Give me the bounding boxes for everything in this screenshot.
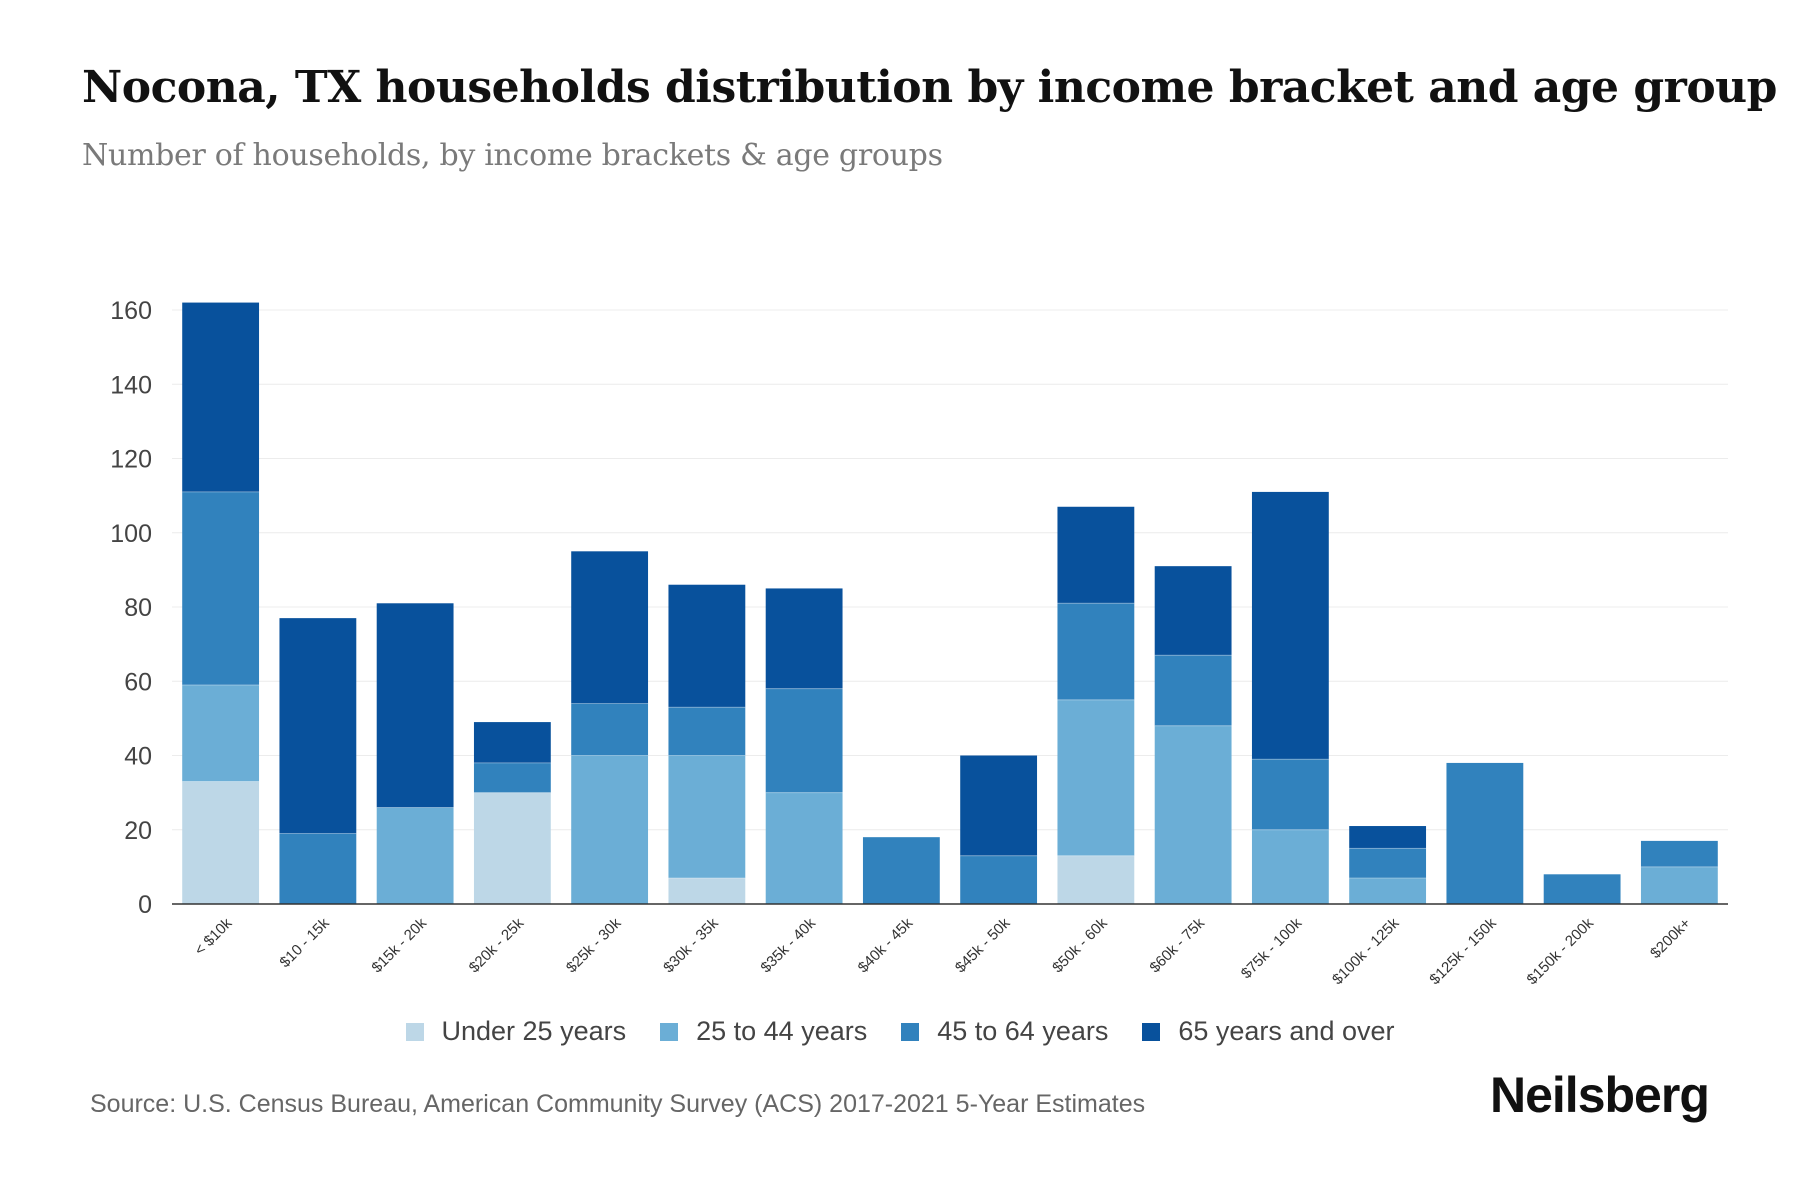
bar-segment: [1543, 874, 1621, 904]
bar-segment: [1154, 655, 1232, 726]
bar-segment: [571, 551, 649, 704]
x-tick-label: $100k - 125k: [1329, 914, 1403, 988]
bar-segment: [668, 707, 746, 756]
legend-label: 65 years and over: [1178, 1016, 1395, 1046]
brand-logo: Neilsberg: [1490, 1067, 1710, 1123]
bar-segment: [765, 588, 843, 689]
y-tick-label: 120: [110, 446, 152, 474]
y-tick-label: 80: [124, 594, 152, 622]
bar-segment: [1057, 603, 1135, 700]
y-axis-ticks: 0 20 40 60 80 100 120 140 160: [110, 297, 152, 919]
bar-segment: [1640, 840, 1718, 867]
y-tick-label: 140: [110, 371, 152, 399]
x-tick-label: $15k - 20k: [368, 914, 430, 976]
legend-item-45-64: 45 to 64 years: [901, 1016, 1108, 1047]
bar-segment: [1251, 829, 1329, 904]
bar-segment: [279, 618, 357, 834]
y-tick-label: 20: [124, 817, 152, 845]
x-tick-label: $35k - 40k: [757, 914, 819, 976]
y-tick-label: 0: [138, 891, 152, 919]
y-tick-label: 100: [110, 520, 152, 548]
grid-lines: [172, 309, 1728, 831]
bar-segment: [182, 302, 260, 492]
bar-segment: [1057, 855, 1135, 904]
legend-label: Under 25 years: [441, 1016, 627, 1046]
bar-segment: [862, 837, 940, 904]
bar-segment: [765, 792, 843, 904]
y-tick-label: 40: [124, 743, 152, 771]
x-tick-label: $125k - 150k: [1426, 914, 1500, 988]
bar-segment: [376, 807, 454, 904]
y-tick-label: 60: [124, 668, 152, 696]
bar-segment: [1057, 699, 1135, 856]
x-tick-label: $20k - 25k: [466, 914, 528, 976]
chart-title: Nocona, TX households distribution by in…: [82, 62, 1777, 113]
x-tick-label: $75k - 100k: [1238, 914, 1306, 982]
bar-segment: [1349, 878, 1427, 904]
bar-segment: [182, 684, 260, 782]
bar-segment: [960, 855, 1038, 904]
bar-segment: [668, 584, 746, 708]
chart-subtitle: Number of households, by income brackets…: [82, 138, 943, 173]
bar-segment: [473, 792, 551, 904]
bar-segment: [473, 722, 551, 763]
bar-segment: [571, 755, 649, 904]
legend: Under 25 years 25 to 44 years 45 to 64 y…: [0, 1016, 1800, 1047]
x-tick-label: $150k - 200k: [1524, 914, 1598, 988]
bar-segment: [1251, 491, 1329, 760]
bar-segment: [279, 833, 357, 904]
x-tick-label: $60k - 75k: [1146, 914, 1208, 976]
legend-swatch: [1142, 1022, 1161, 1041]
x-tick-label: $40k - 45k: [855, 914, 917, 976]
bar-segment: [473, 762, 551, 793]
bar-segment: [1349, 826, 1427, 849]
bar-segment: [1154, 566, 1232, 656]
legend-item-25-44: 25 to 44 years: [660, 1016, 867, 1047]
bar-segment: [376, 603, 454, 808]
bar-segment: [668, 755, 746, 879]
legend-swatch: [901, 1022, 920, 1041]
x-axis-ticks: < $10k $10 - 15k $15k - 20k $20k - 25k $25k …: [191, 914, 1694, 988]
bar-segment: [1640, 866, 1718, 904]
bar-segment: [1349, 848, 1427, 879]
stacked-bar-chart: 0 20 40 60 80 100 120 140 160 < $10k $10 - 15k $15…: [110, 297, 1728, 988]
bar-segment: [1446, 762, 1524, 904]
source-note: Source: U.S. Census Bureau, American Com…: [90, 1090, 1146, 1118]
bar-segment: [668, 878, 746, 904]
legend-item-under-25: Under 25 years: [405, 1016, 627, 1047]
bars: [182, 302, 1718, 904]
bar-segment: [182, 781, 260, 904]
bar-segment: [765, 688, 843, 793]
bar-segment: [571, 703, 649, 756]
bar-segment: [182, 491, 260, 685]
x-tick-label: $25k - 30k: [563, 914, 625, 976]
bar-segment: [960, 755, 1038, 856]
x-tick-label: $45k - 50k: [952, 914, 1014, 976]
y-tick-label: 160: [110, 297, 152, 325]
x-tick-label: < $10k: [191, 914, 236, 959]
x-tick-label: $50k - 60k: [1049, 914, 1111, 976]
legend-item-65-plus: 65 years and over: [1142, 1016, 1395, 1047]
x-tick-label: $200k+: [1647, 915, 1694, 962]
bar-segment: [1154, 725, 1232, 904]
legend-label: 45 to 64 years: [937, 1016, 1109, 1046]
legend-swatch: [405, 1022, 424, 1041]
x-tick-label: $10 - 15k: [276, 914, 333, 971]
bar-segment: [1057, 506, 1135, 604]
legend-label: 25 to 44 years: [696, 1016, 868, 1046]
bar-segment: [1251, 759, 1329, 830]
x-tick-label: $30k - 35k: [660, 914, 722, 976]
legend-swatch: [660, 1022, 679, 1041]
